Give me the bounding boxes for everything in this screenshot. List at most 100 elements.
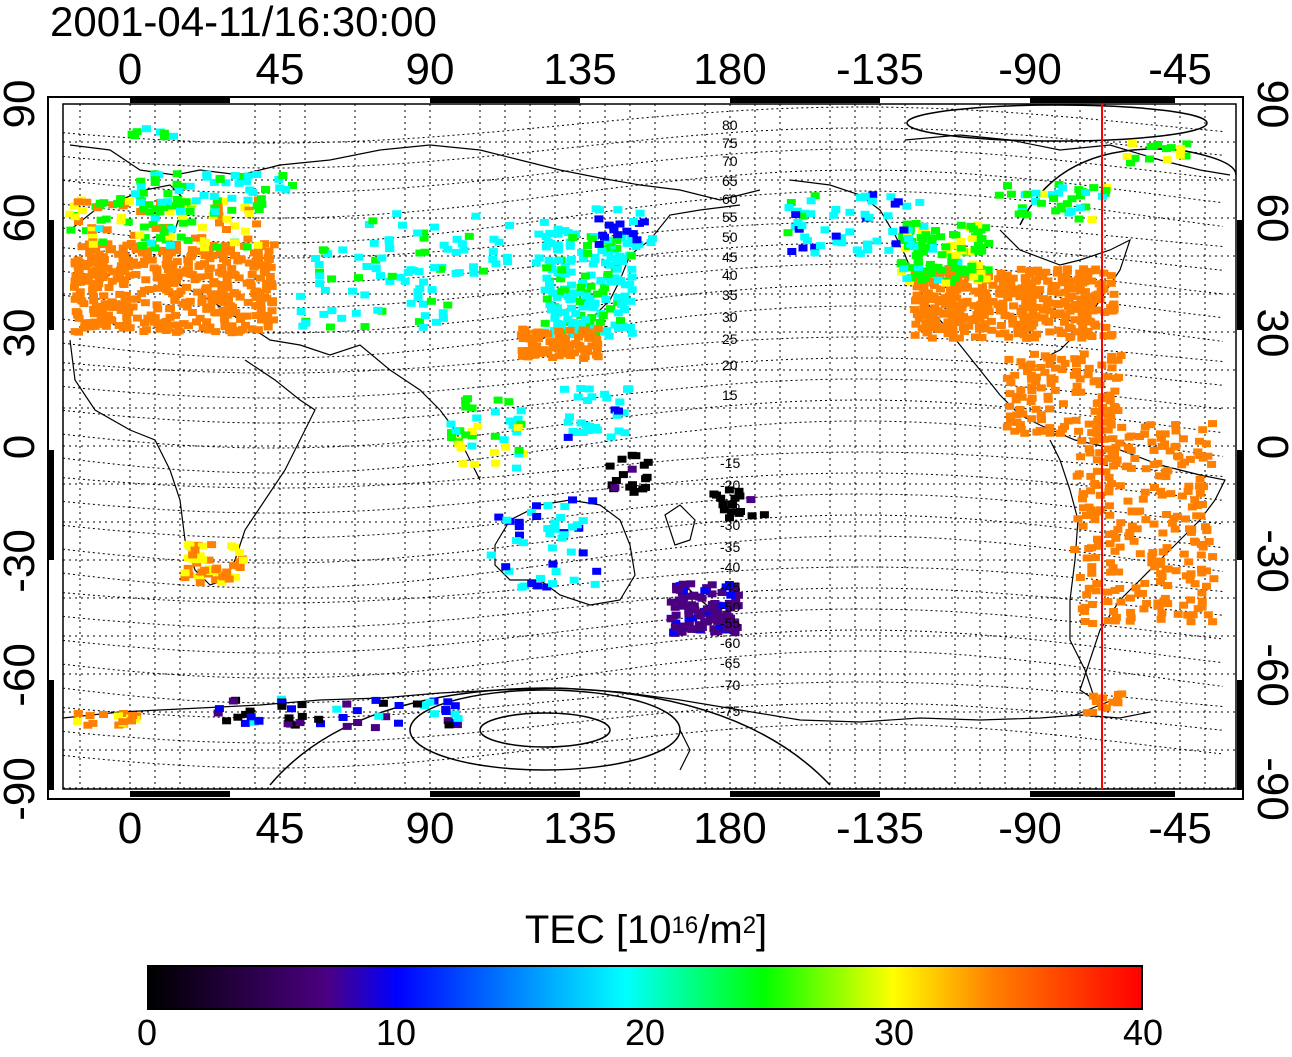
tec-pixel — [88, 233, 98, 241]
tec-pixel — [245, 278, 255, 286]
tec-pixel — [539, 218, 549, 226]
tec-pixel — [1109, 608, 1119, 615]
tec-pixel — [230, 271, 240, 279]
tec-pixel — [385, 244, 395, 252]
tec-pixel — [224, 310, 234, 317]
tec-pixel — [1190, 580, 1200, 588]
tec-pixel — [246, 713, 256, 721]
tec-pixel — [183, 236, 193, 244]
tec-pixel — [461, 403, 471, 411]
tec-pixel — [222, 717, 232, 725]
tec-pixel — [301, 319, 311, 327]
tec-pixel — [172, 241, 181, 248]
tec-pixel — [70, 213, 80, 221]
tec-pixel — [242, 177, 251, 185]
tec-pixel — [1080, 607, 1089, 615]
tec-pixel — [1002, 289, 1012, 297]
tec-pixel — [247, 325, 257, 333]
tec-pixel — [99, 292, 109, 300]
tec-pixel — [928, 245, 937, 253]
tec-pixel — [342, 700, 352, 708]
tec-pixel — [581, 421, 591, 429]
tec-pixel — [730, 623, 740, 631]
tec-pixel — [436, 265, 445, 273]
tec-pixel — [1017, 204, 1027, 212]
tec-pixel — [1011, 286, 1021, 293]
tec-pixel — [565, 242, 575, 250]
tec-pixel — [575, 289, 584, 297]
tec-pixel — [609, 226, 619, 234]
tec-pixel — [700, 618, 710, 626]
tec-pixel — [567, 323, 577, 331]
tec-pixel — [946, 288, 955, 296]
tec-pixel — [904, 235, 914, 243]
tec-pixel — [135, 231, 145, 239]
tec-pixel — [922, 329, 932, 337]
contour-label: 40 — [722, 267, 738, 283]
tec-pixel — [1079, 490, 1089, 498]
tec-pixel — [970, 287, 980, 295]
tec-pixel — [75, 259, 85, 267]
tec-pixel — [84, 260, 94, 267]
tec-pixel — [574, 333, 583, 341]
tec-pixel — [150, 244, 160, 252]
tec-pixel — [974, 323, 984, 331]
tec-pixel — [543, 238, 553, 246]
tec-pixel — [1019, 324, 1029, 332]
tec-pixel — [614, 427, 624, 435]
tec-pixel — [1140, 488, 1150, 496]
tec-pixel — [569, 576, 579, 584]
tec-pixel — [1197, 565, 1206, 573]
tec-pixel — [72, 292, 82, 300]
tec-pixel — [235, 293, 245, 301]
tec-pixel — [548, 580, 557, 588]
tec-pixel — [578, 429, 588, 436]
tec-pixel — [215, 219, 224, 227]
lon-tick-label: 45 — [256, 804, 305, 853]
tec-pixel — [951, 274, 960, 282]
tec-pixel — [527, 580, 537, 588]
tec-pixel — [223, 293, 233, 301]
contour-label: 55 — [722, 209, 738, 225]
tec-pixel — [697, 624, 707, 631]
tec-pixel — [87, 226, 97, 234]
tec-pixel — [467, 432, 477, 440]
tec-pixel — [1090, 516, 1100, 524]
tec-pixel — [158, 246, 168, 254]
tec-pixel — [70, 283, 79, 291]
tec-pixel — [96, 313, 106, 321]
tec-pixel — [707, 601, 717, 609]
tec-pixel — [1080, 603, 1090, 611]
tec-pixel — [1171, 442, 1181, 450]
tec-pixel — [605, 462, 615, 470]
tec-pixel — [1087, 563, 1097, 571]
tec-pixel — [747, 512, 757, 520]
lon-tick-label: -90 — [998, 804, 1062, 853]
tec-pixel — [116, 262, 126, 270]
tec-pixel — [85, 249, 95, 257]
tec-pixel — [450, 710, 460, 718]
tec-pixel — [794, 225, 804, 233]
tec-pixel — [610, 484, 620, 492]
tec-pixel — [1086, 472, 1096, 480]
tec-pixel — [1079, 270, 1089, 278]
tec-pixel — [700, 587, 710, 595]
tec-pixel — [1084, 503, 1094, 511]
tec-pixel — [1170, 525, 1180, 533]
tec-pixel — [1162, 544, 1172, 552]
tec-pixel — [956, 238, 966, 245]
tec-pixel — [1034, 271, 1044, 279]
tec-pixel — [1072, 367, 1082, 375]
tec-pixel — [132, 314, 142, 322]
tec-pixel — [1156, 615, 1166, 623]
tec-pixel — [995, 290, 1005, 298]
lat-tick-label: 60 — [0, 194, 44, 243]
tec-pixel — [1078, 522, 1088, 530]
tec-pixel — [88, 240, 98, 248]
tec-pixel — [1081, 305, 1091, 313]
tec-pixel — [96, 216, 106, 224]
tec-pixel — [426, 297, 436, 305]
tec-pixel — [553, 225, 563, 233]
tec-pixel — [943, 318, 953, 326]
tec-pixel — [516, 407, 526, 415]
